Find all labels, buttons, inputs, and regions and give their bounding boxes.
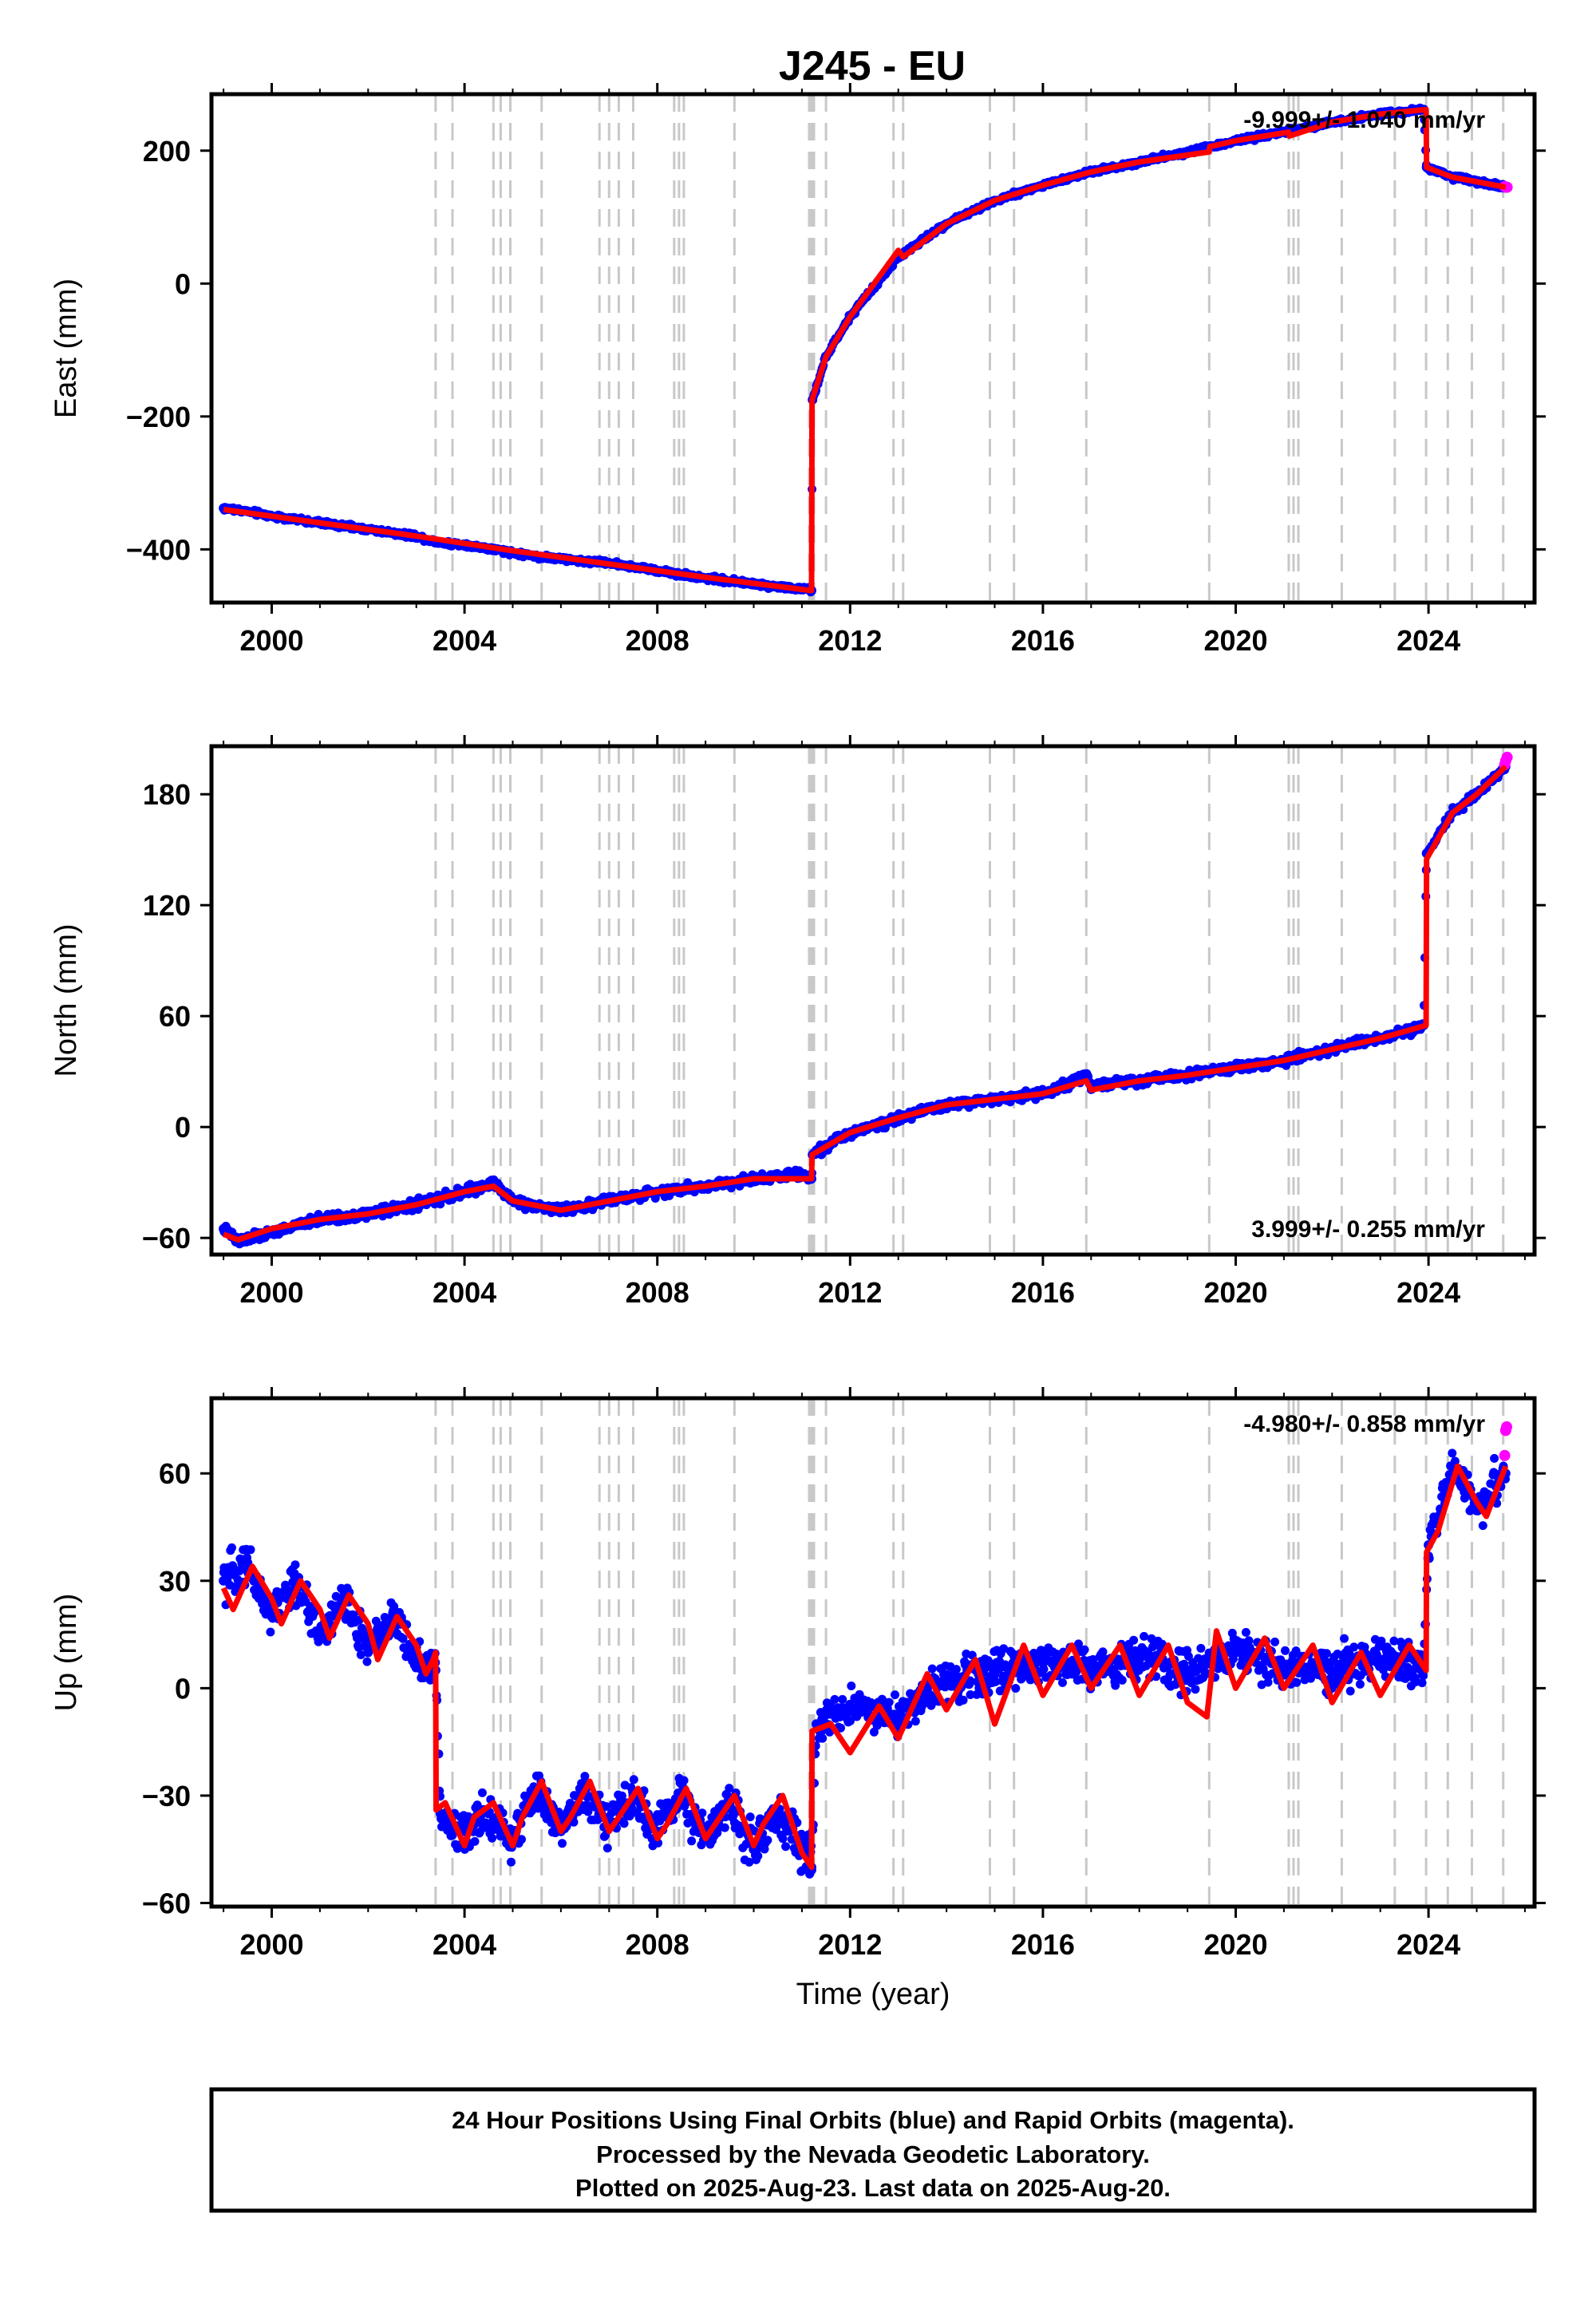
final-orbit-point [781,1842,791,1852]
final-orbit-point [911,1717,920,1726]
y-tick-label: 180 [143,778,191,811]
final-orbit-point [488,1833,497,1843]
final-orbit-point [884,1697,894,1707]
final-orbit-point [1111,1681,1120,1690]
final-orbit-points [219,761,1511,1249]
final-orbit-points [219,103,1511,597]
x-tick-label: 2016 [1011,1276,1075,1309]
final-orbit-point [763,1836,772,1845]
final-orbit-point [951,1665,961,1674]
chart-title: J245 - EU [779,43,966,89]
final-orbit-point [227,1543,236,1552]
model-line [222,764,1508,1243]
final-orbit-point [1039,1665,1049,1674]
model-line [223,106,1507,594]
final-orbit-point [745,1812,755,1822]
y-axis-label: East (mm) [49,279,83,418]
x-tick-label: 2020 [1203,1276,1267,1309]
y-axis-label: North (mm) [49,923,83,1077]
final-orbit-point [602,1844,612,1853]
final-orbit-point [847,1682,856,1690]
final-orbit-point [1011,1684,1021,1693]
y-tick-label: 200 [143,135,191,168]
x-tick-label: 2004 [433,1276,496,1309]
offset-lines [434,746,1505,1255]
final-orbit-point [629,1775,638,1784]
final-orbit-point [1080,1645,1089,1654]
y-axis-ticks: −400 −200 0 200 [126,135,1546,566]
final-orbit-point [1058,1678,1067,1687]
x-tick-label: 2024 [1396,1276,1460,1309]
final-orbit-point [891,1690,899,1700]
y-tick-label: −200 [126,401,191,433]
final-orbit-point [753,1852,763,1861]
final-orbit-point [246,1545,255,1555]
x-tick-label: 2012 [818,1276,882,1309]
y-tick-label: 0 [175,267,191,300]
final-orbit-point [266,1627,275,1637]
y-tick-label: 60 [159,1000,191,1033]
x-tick-label: 2024 [1396,624,1460,657]
rate-label: 3.999+/- 0.255 mm/yr [1251,1216,1485,1243]
final-orbit-point [619,1819,629,1828]
final-orbit-point [477,1788,487,1797]
rapid-orbit-point [1501,751,1513,763]
x-tick-label: 2000 [239,624,303,657]
final-orbit-point [958,1695,968,1705]
plot-frame [209,92,1537,605]
up-panel: 2000 2004 2008 2012 2016 2020 2024 −60−3003060… [49,1387,1546,2011]
x-tick-label: 2000 [239,1276,303,1309]
final-orbit-point [687,1836,697,1846]
final-orbit-point [720,1823,729,1832]
final-orbit-point [838,1694,847,1704]
final-orbit-point [290,1560,300,1570]
rate-label: -9.999+/- 1.040 mm/yr [1243,107,1485,133]
final-orbit-point [470,1836,480,1846]
y-tick-label: 120 [143,889,191,922]
final-orbit-point [679,1776,689,1785]
x-tick-label: 2004 [433,624,496,657]
plot-frame [209,744,1537,1257]
y-tick-label: 0 [175,1111,191,1144]
final-orbit-point [830,1694,839,1704]
final-orbit-point [362,1657,372,1666]
north-panel: 2000 2004 2008 2012 2016 2020 2024 −60 0 60 120 18… [49,735,1546,1309]
final-orbit-point [1129,1635,1139,1645]
y-tick-label: −400 [126,533,191,566]
x-tick-label: 2008 [626,624,689,657]
x-tick-label: 2016 [1011,624,1075,657]
y-tick-label: −60 [142,1222,191,1255]
x-tick-label: 2012 [818,624,882,657]
final-orbit-point [778,1834,788,1844]
y-axis-ticks: −60 0 60 120 180 [142,778,1546,1255]
final-orbit-point [219,1223,229,1234]
final-orbit-point [1117,1675,1127,1685]
x-axis-ticks: 2000 2004 2008 2012 2016 2020 2024 [223,83,1526,657]
final-orbit-point [818,1733,828,1743]
final-orbit-point [558,1839,567,1848]
x-tick-label: 2020 [1203,624,1267,657]
final-orbit-point [507,1857,516,1867]
x-tick-label: 2008 [626,1276,689,1309]
east-panel: 2000 2004 2008 2012 2016 2020 2024 −400 −200 0 20… [49,83,1546,657]
offset-lines [434,94,1505,603]
